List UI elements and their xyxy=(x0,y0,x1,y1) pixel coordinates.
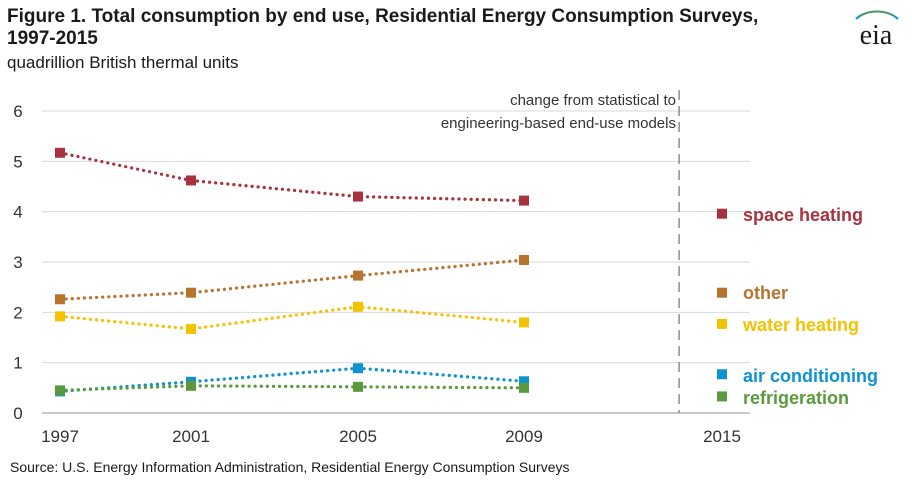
data-point-refrigeration xyxy=(353,381,363,392)
data-point-water-heating xyxy=(186,323,196,334)
series-line-water-heating xyxy=(58,305,526,331)
series-line-air-conditioning xyxy=(58,366,526,393)
data-point-other xyxy=(186,287,196,298)
legend-label-other: other xyxy=(743,283,788,303)
chart-subtitle: quadrillion British thermal units xyxy=(7,53,239,72)
data-point-space-heating xyxy=(519,195,529,206)
series-line-other xyxy=(58,258,526,301)
y-tick-label: 2 xyxy=(13,303,22,322)
data-point-2015-air-conditioning xyxy=(717,369,727,380)
y-tick-label: 0 xyxy=(13,404,22,423)
series-space-heating xyxy=(55,147,529,206)
source-note: Source: U.S. Energy Information Administ… xyxy=(10,459,570,475)
x-tick-label: 1997 xyxy=(41,427,79,446)
data-point-air-conditioning xyxy=(519,376,529,387)
series xyxy=(55,147,529,397)
x-tick-label: 2009 xyxy=(505,427,543,446)
series-water-heating xyxy=(55,301,529,334)
y-tick-label: 6 xyxy=(13,102,22,121)
data-point-water-heating xyxy=(353,301,363,312)
y-tick-label: 3 xyxy=(13,253,22,272)
data-point-2015-refrigeration xyxy=(717,391,727,402)
gridlines xyxy=(42,110,750,364)
y-tick-label: 4 xyxy=(13,203,22,222)
data-point-refrigeration xyxy=(186,380,196,391)
data-point-space-heating xyxy=(353,191,363,202)
series-air-conditioning xyxy=(55,363,529,397)
data-point-water-heating xyxy=(55,311,65,322)
chart-title: Figure 1. Total consumption by end use, … xyxy=(7,6,759,49)
series-refrigeration xyxy=(55,380,529,396)
series-other xyxy=(55,254,529,305)
y-tick-label: 1 xyxy=(13,354,22,373)
eia-logo: eia xyxy=(855,10,899,50)
data-point-air-conditioning xyxy=(353,363,363,374)
data-point-other xyxy=(353,270,363,281)
eia-logo-text: eia xyxy=(860,20,893,50)
annotation-text: change from statistical to xyxy=(510,92,676,109)
x-tick-label: 2005 xyxy=(339,427,377,446)
axes: 0 1 2 3 4 5 6 1997 2001 2005 2009 2015 xyxy=(13,102,750,446)
model-change-annotation: change from statistical to engineering-ba… xyxy=(441,90,680,413)
data-point-water-heating xyxy=(519,317,529,328)
data-point-2015-water-heating xyxy=(717,318,727,329)
legend: space heating other water heating air condi… xyxy=(717,205,878,408)
x-tick-label: 2015 xyxy=(703,427,741,446)
data-point-refrigeration xyxy=(55,385,65,396)
legend-label-space-heating: space heating xyxy=(743,205,863,225)
data-point-other xyxy=(519,254,529,265)
x-tick-label: 2001 xyxy=(172,427,210,446)
legend-label-air-conditioning: air conditioning xyxy=(743,366,878,386)
data-point-refrigeration xyxy=(519,382,529,393)
y-tick-label: 5 xyxy=(13,152,22,171)
series-line-space-heating xyxy=(58,151,526,203)
data-point-other xyxy=(55,294,65,305)
data-point-2015-other xyxy=(717,287,727,298)
data-point-space-heating xyxy=(55,147,65,158)
series-line-refrigeration xyxy=(58,384,526,392)
data-point-2015-space-heating xyxy=(717,208,727,219)
legend-label-refrigeration: refrigeration xyxy=(743,388,849,408)
data-point-space-heating xyxy=(186,175,196,186)
legend-label-water-heating: water heating xyxy=(742,315,859,335)
annotation-text: engineering-based end-use models xyxy=(441,115,676,132)
